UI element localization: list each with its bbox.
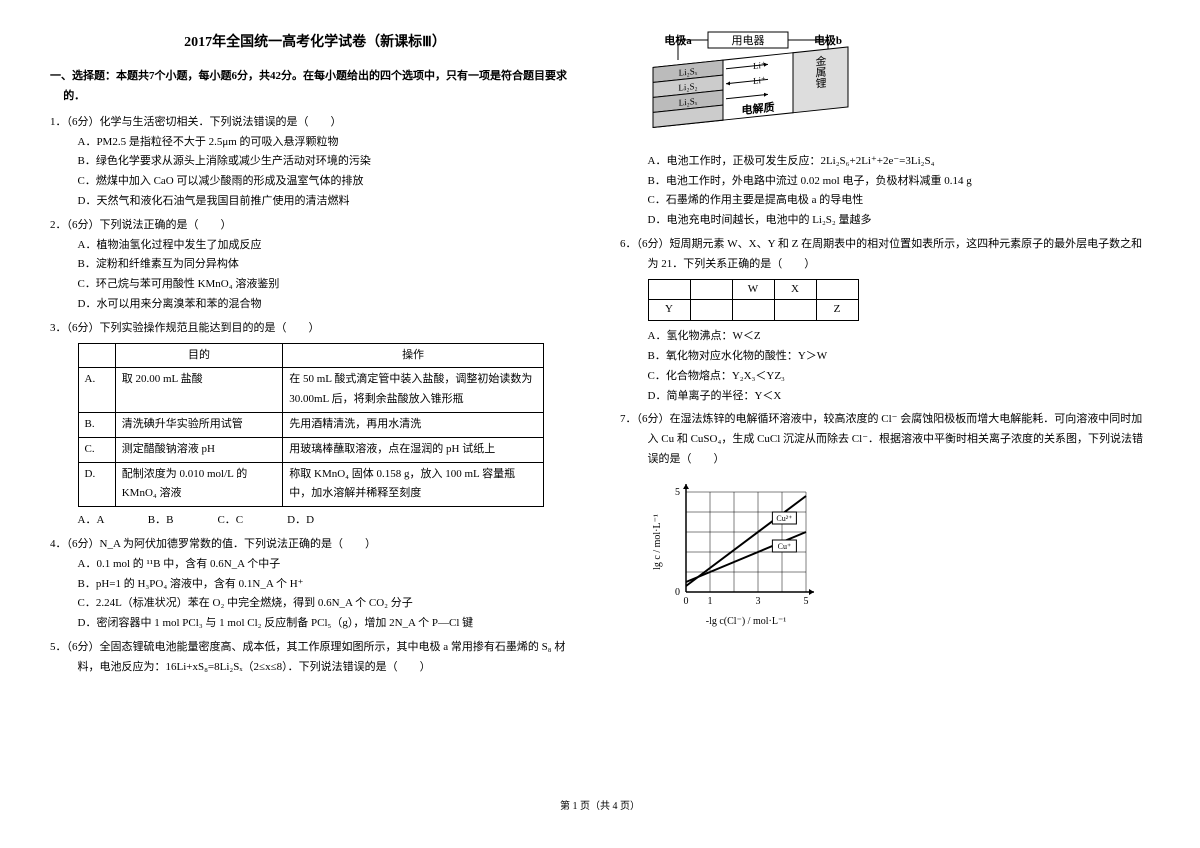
- svg-text:5: 5: [675, 487, 680, 498]
- q6-grid: WX YZ: [648, 279, 859, 322]
- section-heading: 一、选择题：本题共7个小题，每小题6分，共42分。在每小题给出的四个选项中，只有…: [50, 67, 580, 107]
- question-6: 6．（6分）短周期元素 W、X、Y 和 Z 在周期表中的相对位置如表所示，这四种…: [620, 235, 1150, 406]
- q5-figure: 用电器 电极a 电极b Li₂Sₓ Li₂S₂ Li₂Sₓ Li⁺: [620, 30, 1150, 148]
- q3-d-op: 称取 KMnO₄ 固体 0.158 g，放入 100 mL 容量瓶中，加水溶解并…: [283, 462, 544, 507]
- q3-opts: A．A B．B C．C D．D: [50, 511, 580, 531]
- svg-text:1: 1: [707, 596, 712, 607]
- q5-opt-d: D．电池充电时间越长，电池中的 Li₂S₂ 量越多: [620, 211, 1150, 231]
- q1-opt-a: A．PM2.5 是指粒径不大于 2.5μm 的可吸入悬浮颗粒物: [50, 133, 580, 153]
- svg-text:-lg c(Cl⁻) / mol·L⁻¹: -lg c(Cl⁻) / mol·L⁻¹: [705, 616, 785, 627]
- page-footer: 第 1 页（共 4 页）: [50, 798, 1150, 816]
- q4-opt-d: D．密闭容器中 1 mol PCl₃ 与 1 mol Cl₂ 反应制备 PCl₅…: [50, 614, 580, 634]
- q3-a-purpose: 取 20.00 mL 盐酸: [115, 368, 283, 413]
- q3-d-purpose: 配制浓度为 0.010 mol/L 的 KMnO₄ 溶液: [115, 462, 283, 507]
- q3-b-op: 先用酒精清洗，再用水清洗: [283, 412, 544, 437]
- q6-opt-c: C．化合物熔点：Y₂X₃＜YZ₃: [620, 367, 1150, 387]
- q4-opt-b: B．pH=1 的 H₃PO₄ 溶液中，含有 0.1N_A 个 H⁺: [50, 575, 580, 595]
- q5-opt-a: A．电池工作时，正极可发生反应：2Li₂S₆+2Li⁺+2e⁻=3Li₂S₄: [620, 152, 1150, 172]
- svg-text:Cu²⁺: Cu²⁺: [776, 514, 792, 523]
- q7-figure: 00 1 3 5 5 Cu²⁺ Cu⁺ -lg c(Cl⁻) / mol·L⁻¹ lg c / …: [620, 474, 1150, 637]
- q3-c-op: 用玻璃棒蘸取溶液，点在湿润的 pH 试纸上: [283, 437, 544, 462]
- q3-table: 目的操作 A.取 20.00 mL 盐酸在 50 mL 酸式滴定管中装入盐酸，调…: [78, 343, 544, 508]
- q2-opt-d: D．水可以用来分离溴苯和苯的混合物: [50, 295, 580, 315]
- q5-opt-b: B．电池工作时，外电路中流过 0.02 mol 电子，负极材料减重 0.14 g: [620, 172, 1150, 192]
- q6-opt-d: D．简单离子的半径：Y＜X: [620, 387, 1150, 407]
- q3-a-op: 在 50 mL 酸式滴定管中装入盐酸，调整初始读数为 30.00mL 后，将剩余…: [283, 368, 544, 413]
- q3-th1: 目的: [115, 343, 283, 368]
- q6-opt-b: B．氧化物对应水化物的酸性：Y＞W: [620, 347, 1150, 367]
- question-2: 2．（6分）下列说法正确的是（ ） A．植物油氢化过程中发生了加成反应 B．淀粉…: [50, 216, 580, 315]
- q2-stem: 2．（6分）下列说法正确的是（ ）: [50, 216, 580, 236]
- q3-b-purpose: 清洗碘升华实验所用试管: [115, 412, 283, 437]
- q3-stem: 3．（6分）下列实验操作规范且能达到目的的是（ ）: [50, 319, 580, 339]
- q7-stem: 7．（6分）在湿法炼锌的电解循环溶液中，较高浓度的 Cl⁻ 会腐蚀阳极板而增大电…: [620, 410, 1150, 469]
- q3-c-purpose: 测定醋酸钠溶液 pH: [115, 437, 283, 462]
- q6-stem: 6．（6分）短周期元素 W、X、Y 和 Z 在周期表中的相对位置如表所示，这四种…: [620, 235, 1150, 275]
- svg-text:金属锂: 金属锂: [814, 53, 826, 89]
- svg-text:5: 5: [803, 596, 808, 607]
- svg-text:0: 0: [683, 596, 688, 607]
- svg-text:Cu⁺: Cu⁺: [777, 542, 791, 551]
- svg-text:Li₂Sₓ: Li₂Sₓ: [678, 96, 697, 108]
- q5-opt-c: C．石墨烯的作用主要是提高电极 a 的导电性: [620, 191, 1150, 211]
- q4-opt-c: C．2.24L（标准状况）苯在 O₂ 中完全燃烧，得到 0.6N_A 个 CO₂…: [50, 594, 580, 614]
- q4-stem: 4．（6分）N_A 为阿伏加德罗常数的值．下列说法正确的是（ ）: [50, 535, 580, 555]
- svg-text:Li₂S₂: Li₂S₂: [678, 81, 697, 93]
- question-3: 3．（6分）下列实验操作规范且能达到目的的是（ ） 目的操作 A.取 20.00…: [50, 319, 580, 531]
- q5-stem: 5．（6分）全固态锂硫电池能量密度高、成本低，其工作原理如图所示，其中电极 a …: [50, 638, 580, 678]
- q4-opt-a: A．0.1 mol 的 ¹¹B 中，含有 0.6N_A 个中子: [50, 555, 580, 575]
- question-7: 7．（6分）在湿法炼锌的电解循环溶液中，较高浓度的 Cl⁻ 会腐蚀阳极板而增大电…: [620, 410, 1150, 636]
- q3-th2: 操作: [283, 343, 544, 368]
- q2-opt-c: C．环己烷与苯可用酸性 KMnO₄ 溶液鉴别: [50, 275, 580, 295]
- q1-opt-b: B．绿色化学要求从源头上消除或减少生产活动对环境的污染: [50, 152, 580, 172]
- fig-mid-label: 用电器: [731, 34, 764, 47]
- svg-text:0: 0: [675, 587, 680, 598]
- q6-opt-a: A．氢化物沸点：W＜Z: [620, 327, 1150, 347]
- svg-text:lg c / mol·L⁻¹: lg c / mol·L⁻¹: [652, 514, 663, 570]
- q1-stem: 1．（6分）化学与生活密切相关．下列说法错误的是（ ）: [50, 113, 580, 133]
- q1-opt-c: C．燃煤中加入 CaO 可以减少酸雨的形成及温室气体的排放: [50, 172, 580, 192]
- question-4: 4．（6分）N_A 为阿伏加德罗常数的值．下列说法正确的是（ ） A．0.1 m…: [50, 535, 580, 634]
- svg-text:Li₂Sₓ: Li₂Sₓ: [678, 66, 697, 78]
- q2-opt-a: A．植物油氢化过程中发生了加成反应: [50, 236, 580, 256]
- exam-title: 2017年全国统一高考化学试卷（新课标Ⅲ）: [50, 30, 580, 55]
- q1-opt-d: D．天然气和液化石油气是我国目前推广使用的清洁燃料: [50, 192, 580, 212]
- q2-opt-b: B．淀粉和纤维素互为同分异构体: [50, 255, 580, 275]
- svg-text:3: 3: [755, 596, 760, 607]
- question-1: 1．（6分）化学与生活密切相关．下列说法错误的是（ ） A．PM2.5 是指粒径…: [50, 113, 580, 212]
